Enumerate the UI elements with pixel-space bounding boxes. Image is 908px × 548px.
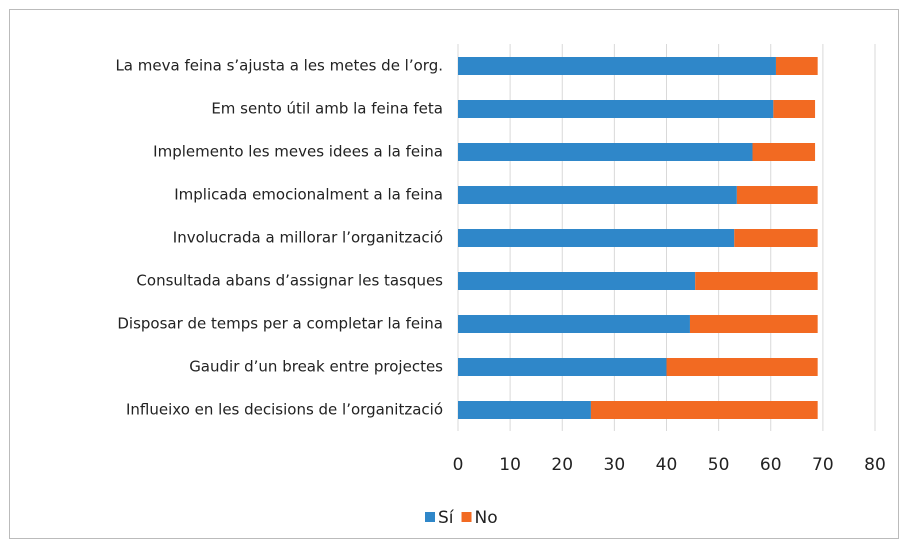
- legend-label: Sí: [438, 508, 455, 528]
- bar: [458, 401, 591, 419]
- x-tick-label: 20: [551, 455, 573, 475]
- bar: [458, 100, 774, 118]
- legend-swatch: [425, 512, 435, 522]
- y-tick-label: Gaudir d’un break entre projectes: [189, 358, 443, 376]
- bar: [734, 229, 818, 247]
- x-tick-label: 0: [453, 455, 464, 475]
- bar: [752, 143, 816, 161]
- legend-swatch: [461, 512, 472, 522]
- bar: [736, 186, 818, 204]
- bar: [590, 401, 818, 419]
- bar: [458, 57, 776, 75]
- bar: [689, 315, 818, 333]
- bar: [458, 143, 753, 161]
- x-tick-label: 50: [708, 455, 730, 475]
- x-tick-label: 40: [656, 455, 678, 475]
- bar: [458, 186, 737, 204]
- x-tick-label: 70: [812, 455, 834, 475]
- bar: [458, 315, 690, 333]
- y-tick-label: Influeixo en les decisions de l’organitz…: [126, 401, 443, 419]
- y-tick-label: Em sento útil amb la feina feta: [211, 100, 443, 118]
- y-tick-label: Implicada emocionalment a la feina: [174, 186, 443, 204]
- bar: [775, 57, 818, 75]
- y-tick-label: Consultada abans d’assignar les tasques: [136, 272, 443, 290]
- y-tick-label: Disposar de temps per a completar la fei…: [117, 315, 443, 333]
- x-tick-label: 80: [864, 455, 886, 475]
- y-tick-label: La meva feina s’ajusta a les metes de l’…: [115, 57, 443, 75]
- frame: [9, 9, 899, 539]
- bar: [458, 229, 735, 247]
- bar: [695, 272, 818, 290]
- x-tick-label: 60: [760, 455, 782, 475]
- bar: [458, 358, 667, 376]
- legend-label: No: [475, 508, 498, 528]
- x-tick-label: 30: [604, 455, 626, 475]
- bar: [666, 358, 818, 376]
- y-tick-label: Implemento les meves idees a la feina: [153, 143, 443, 161]
- x-tick-label: 10: [499, 455, 521, 475]
- bar: [458, 272, 696, 290]
- y-tick-label: Involucrada a millorar l’organització: [173, 229, 443, 247]
- bar: [773, 100, 816, 118]
